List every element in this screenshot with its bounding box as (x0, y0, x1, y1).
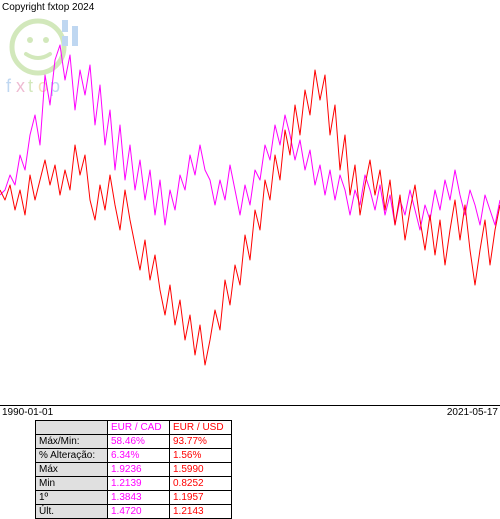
cell: 58.46% (108, 435, 170, 449)
cell: 6.34% (108, 449, 170, 463)
table-header-row: EUR / CAD EUR / USD (36, 421, 232, 435)
row-label: Últ. (36, 505, 108, 519)
cell: 1.3843 (108, 491, 170, 505)
cell: 1.2143 (170, 505, 232, 519)
cell: 0.8252 (170, 477, 232, 491)
row-label: % Alteração: (36, 449, 108, 463)
series-eur-cad (0, 45, 500, 230)
chart-canvas (0, 15, 500, 405)
cell: 1.5990 (170, 463, 232, 477)
table-row: Últ.1.47201.2143 (36, 505, 232, 519)
cell: 1.1957 (170, 491, 232, 505)
table-row: 1º1.38431.1957 (36, 491, 232, 505)
cell: 1.56% (170, 449, 232, 463)
table-row: Min1.21390.8252 (36, 477, 232, 491)
x-axis-end-label: 2021-05-17 (447, 407, 498, 418)
cell: 93.77% (170, 435, 232, 449)
x-axis (0, 405, 500, 406)
table-row: Máx1.92361.5990 (36, 463, 232, 477)
x-axis-start-label: 1990-01-01 (2, 407, 53, 418)
series-eur-usd (0, 70, 500, 365)
row-label: Máx/Min: (36, 435, 108, 449)
cell: 1.4720 (108, 505, 170, 519)
row-label: Máx (36, 463, 108, 477)
cell: 1.2139 (108, 477, 170, 491)
table-row: Máx/Min:58.46%93.77% (36, 435, 232, 449)
col-header-1: EUR / CAD (108, 421, 170, 435)
table-row: % Alteração:6.34%1.56% (36, 449, 232, 463)
row-label: 1º (36, 491, 108, 505)
copyright-text: Copyright fxtop 2024 (2, 2, 94, 13)
cell: 1.9236 (108, 463, 170, 477)
col-header-2: EUR / USD (170, 421, 232, 435)
row-label: Min (36, 477, 108, 491)
stats-table: EUR / CAD EUR / USD Máx/Min:58.46%93.77%… (35, 420, 232, 519)
header-blank (36, 421, 108, 435)
